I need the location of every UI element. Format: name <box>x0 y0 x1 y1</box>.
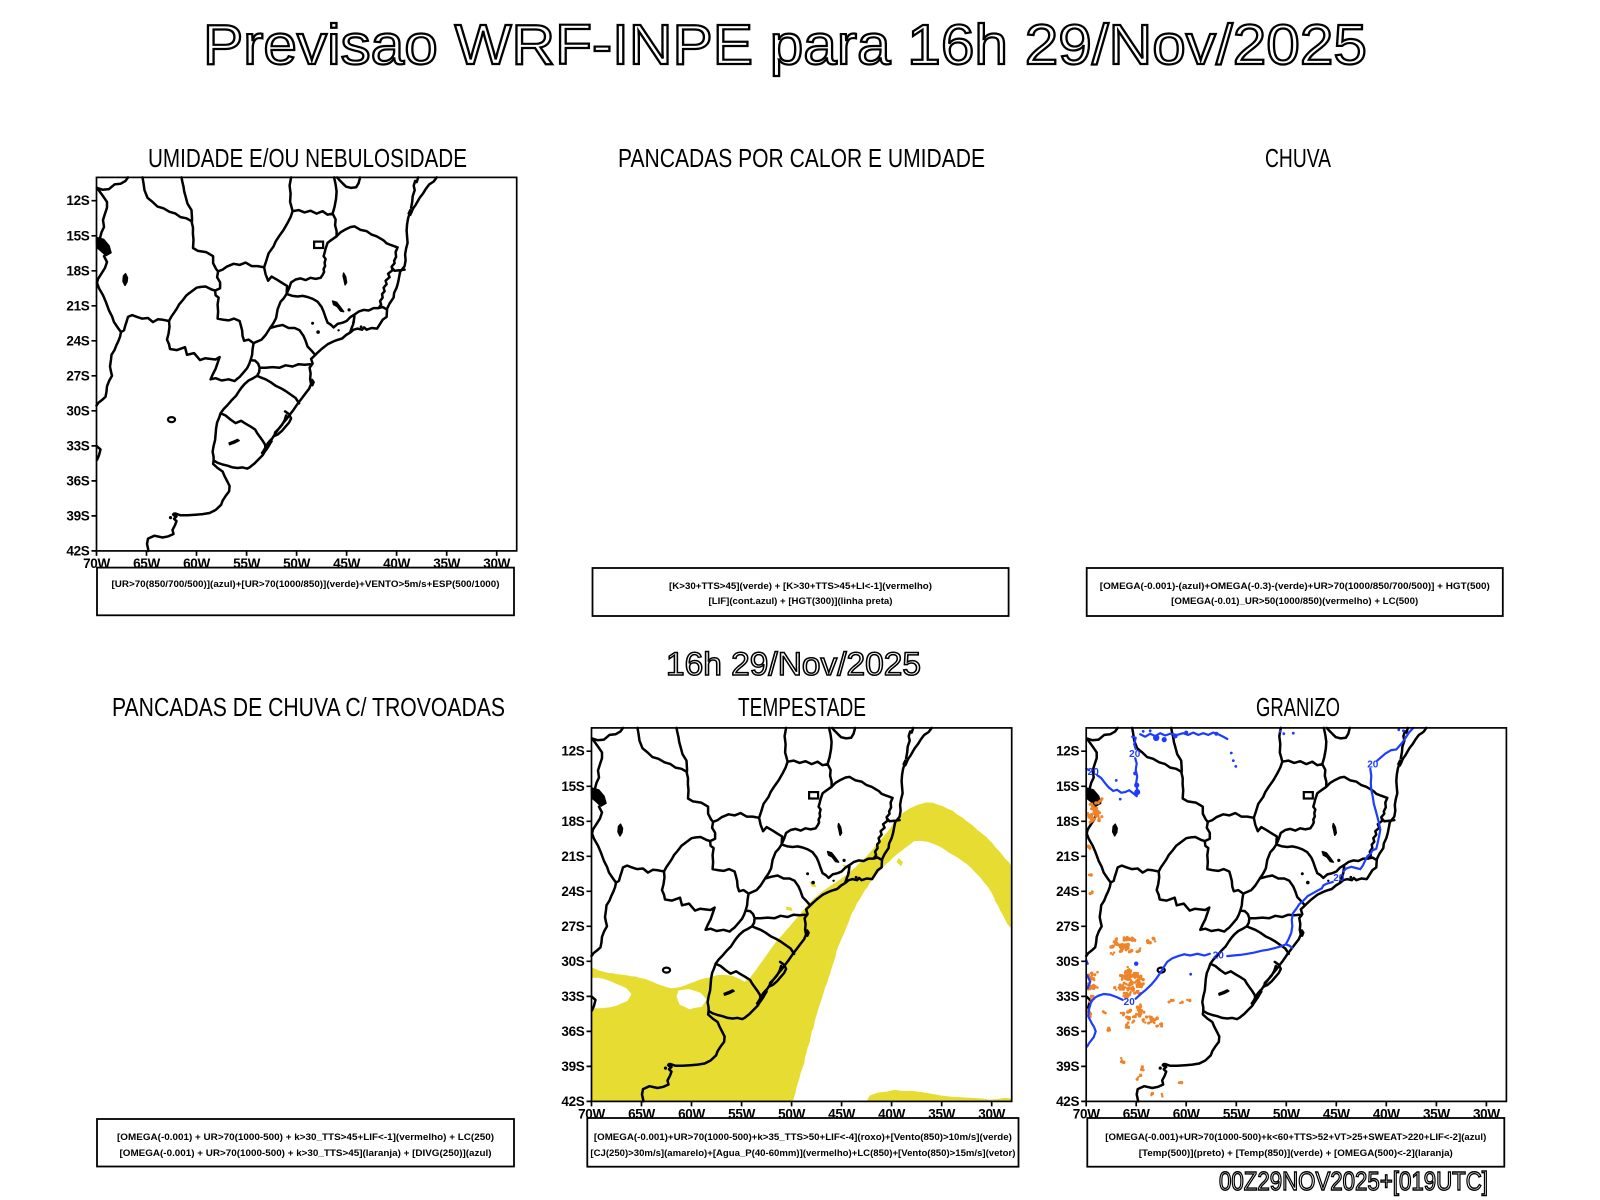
svg-text:55W: 55W <box>1223 1106 1250 1121</box>
svg-text:15S: 15S <box>1056 779 1079 794</box>
svg-text:15S: 15S <box>66 228 89 243</box>
svg-text:27S: 27S <box>1056 919 1079 934</box>
svg-text:45W: 45W <box>1323 1106 1350 1121</box>
svg-text:15S: 15S <box>561 779 584 794</box>
svg-text:35W: 35W <box>1423 1106 1450 1121</box>
svg-text:40W: 40W <box>1373 1106 1400 1121</box>
svg-text:40W: 40W <box>878 1106 905 1121</box>
svg-text:36S: 36S <box>561 1024 584 1039</box>
svg-text:40W: 40W <box>383 556 410 571</box>
svg-text:[OMEGA(-0.001)+UR>70(1000-500): [OMEGA(-0.001)+UR>70(1000-500)+k>35_TTS>… <box>594 1132 1012 1142</box>
svg-text:24S: 24S <box>1056 884 1079 899</box>
svg-text:65W: 65W <box>628 1106 655 1121</box>
svg-text:21S: 21S <box>1056 849 1079 864</box>
svg-text:[OMEGA(-0.001)+UR>70(1000-500): [OMEGA(-0.001)+UR>70(1000-500)+k<60+TTS>… <box>1105 1132 1486 1142</box>
svg-text:45W: 45W <box>828 1106 855 1121</box>
svg-text:30S: 30S <box>561 954 584 969</box>
svg-text:33S: 33S <box>1056 989 1079 1004</box>
svg-text:33S: 33S <box>561 989 584 1004</box>
svg-text:30W: 30W <box>483 556 510 571</box>
svg-text:18S: 18S <box>1056 814 1079 829</box>
svg-text:39S: 39S <box>66 508 89 523</box>
svg-text:12S: 12S <box>561 744 584 759</box>
svg-text:PANCADAS DE CHUVA C/ TROVOADAS: PANCADAS DE CHUVA C/ TROVOADAS <box>112 692 505 722</box>
svg-text:30W: 30W <box>1473 1106 1500 1121</box>
svg-text:55W: 55W <box>728 1106 755 1121</box>
svg-text:[UR>70(850/700/500)](azul)+[UR: [UR>70(850/700/500)](azul)+[UR>70(1000/8… <box>112 579 500 589</box>
svg-text:CHUVA: CHUVA <box>1265 143 1331 173</box>
svg-text:30S: 30S <box>1056 954 1079 969</box>
svg-text:20: 20 <box>1367 760 1379 771</box>
svg-text:42S: 42S <box>561 1094 584 1109</box>
svg-text:[CJ(250)>30m/s](amarelo)+[Agua: [CJ(250)>30m/s](amarelo)+[Agua_P(40-60mm… <box>590 1148 1015 1158</box>
svg-text:20: 20 <box>1333 873 1345 884</box>
svg-text:60W: 60W <box>183 556 210 571</box>
svg-text:TEMPESTADE: TEMPESTADE <box>738 692 866 722</box>
svg-text:Previsao WRF-INPE para 16h 29: Previsao WRF-INPE para 16h 29/Nov/2025 <box>203 13 1367 77</box>
svg-text:20: 20 <box>1213 950 1225 961</box>
svg-text:12S: 12S <box>66 193 89 208</box>
svg-text:[OMEGA(-0.001) + UR>70(1000-50: [OMEGA(-0.001) + UR>70(1000-500) + k>30_… <box>117 1132 494 1142</box>
svg-text:35W: 35W <box>928 1106 955 1121</box>
svg-text:50W: 50W <box>1273 1106 1300 1121</box>
svg-text:12S: 12S <box>1056 744 1079 759</box>
svg-text:[LIF](cont.azul) + [HGT(300)](: [LIF](cont.azul) + [HGT(300)](linha pret… <box>709 596 893 606</box>
svg-text:60W: 60W <box>1173 1106 1200 1121</box>
svg-text:65W: 65W <box>133 556 160 571</box>
svg-text:[OMEGA(-0.001) + UR>70(1000-50: [OMEGA(-0.001) + UR>70(1000-500) + k>30_… <box>120 1148 492 1158</box>
svg-text:20: 20 <box>1088 767 1100 778</box>
svg-text:50W: 50W <box>778 1106 805 1121</box>
svg-text:20: 20 <box>1124 997 1136 1008</box>
svg-text:70W: 70W <box>578 1106 605 1121</box>
svg-text:21S: 21S <box>66 298 89 313</box>
svg-text:16h 29/Nov/2025: 16h 29/Nov/2025 <box>666 646 921 682</box>
svg-text:27S: 27S <box>66 368 89 383</box>
svg-text:36S: 36S <box>1056 1024 1079 1039</box>
svg-text:30S: 30S <box>66 403 89 418</box>
svg-text:36S: 36S <box>66 473 89 488</box>
svg-text:18S: 18S <box>66 263 89 278</box>
svg-text:PANCADAS POR CALOR E UMIDADE: PANCADAS POR CALOR E UMIDADE <box>618 143 985 173</box>
svg-text:[OMEGA(-0.001)-(azul)+OMEGA(-0: [OMEGA(-0.001)-(azul)+OMEGA(-0.3)-(verde… <box>1100 581 1490 591</box>
svg-text:[Temp(500)](preto) + [Temp(850: [Temp(500)](preto) + [Temp(850)](verde) … <box>1139 1148 1453 1158</box>
svg-text:00Z29NOV2025+[019UTC]: 00Z29NOV2025+[019UTC] <box>1219 1166 1488 1196</box>
svg-text:20: 20 <box>1129 749 1141 760</box>
svg-text:55W: 55W <box>233 556 260 571</box>
svg-text:45W: 45W <box>333 556 360 571</box>
svg-text:30W: 30W <box>978 1106 1005 1121</box>
svg-text:35W: 35W <box>433 556 460 571</box>
svg-text:42S: 42S <box>1056 1094 1079 1109</box>
svg-text:GRANIZO: GRANIZO <box>1256 692 1340 722</box>
svg-text:24S: 24S <box>66 333 89 348</box>
svg-text:[OMEGA(-0.01)_UR>50(1000/850)(: [OMEGA(-0.01)_UR>50(1000/850)(vermelho) … <box>1171 596 1418 606</box>
svg-text:24S: 24S <box>561 884 584 899</box>
svg-text:27S: 27S <box>561 919 584 934</box>
svg-text:33S: 33S <box>66 438 89 453</box>
svg-text:60W: 60W <box>678 1106 705 1121</box>
svg-text:18S: 18S <box>561 814 584 829</box>
svg-text:50W: 50W <box>283 556 310 571</box>
svg-text:42S: 42S <box>66 543 89 558</box>
svg-text:39S: 39S <box>1056 1059 1079 1074</box>
svg-text:39S: 39S <box>561 1059 584 1074</box>
svg-text:[K>30+TTS>45](verde) + [K>30+T: [K>30+TTS>45](verde) + [K>30+TTS>45+LI<-… <box>669 581 932 591</box>
svg-text:UMIDADE E/OU NEBULOSIDADE: UMIDADE E/OU NEBULOSIDADE <box>148 143 467 173</box>
svg-text:21S: 21S <box>561 849 584 864</box>
svg-text:65W: 65W <box>1123 1106 1150 1121</box>
